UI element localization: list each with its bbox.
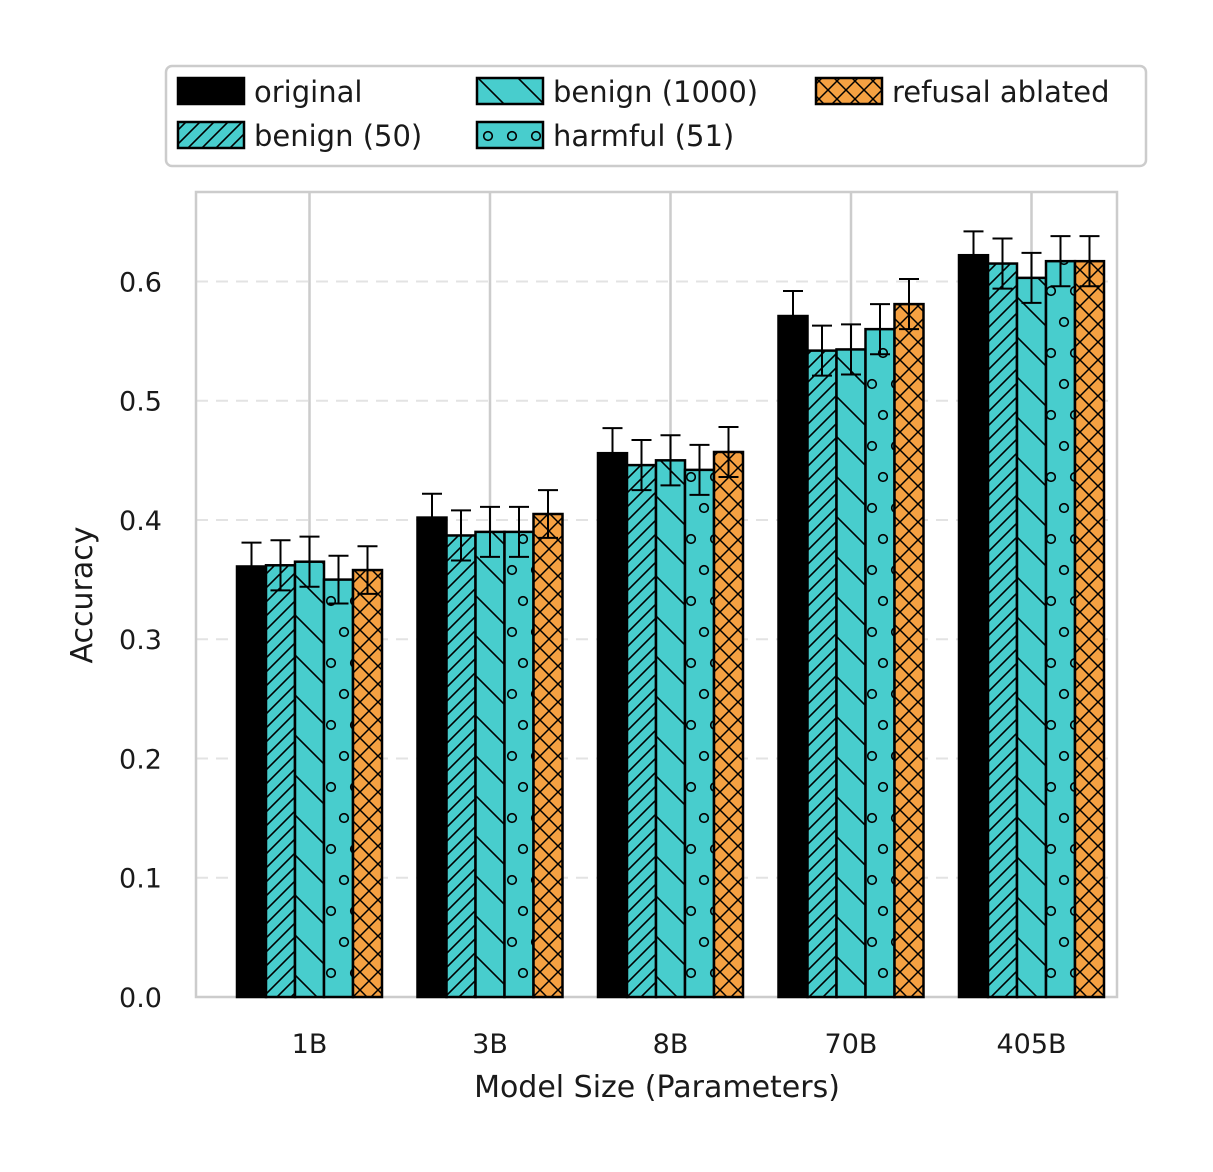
bar-pattern xyxy=(865,329,895,997)
y-tick-label: 0.1 xyxy=(119,864,162,895)
bar-original-1b xyxy=(237,566,266,997)
bars xyxy=(235,253,1106,999)
legend-swatch-pattern xyxy=(477,78,543,104)
bar-original-8b xyxy=(598,453,627,998)
x-tick-label: 405B xyxy=(996,1029,1066,1060)
bar-pattern xyxy=(504,531,534,997)
bar-pattern xyxy=(1075,261,1104,997)
bar-pattern xyxy=(295,561,324,997)
x-tick-label: 1B xyxy=(292,1029,328,1060)
y-tick-label: 0.5 xyxy=(119,387,162,418)
y-tick-labels: 0.0 0.1 0.2 0.3 0.4 0.5 0.6 xyxy=(119,267,162,1014)
legend-label: original xyxy=(254,75,362,109)
bar-pattern xyxy=(1046,261,1075,997)
bar-pattern xyxy=(685,469,714,997)
bar-pattern xyxy=(627,465,656,997)
bar-original-405b xyxy=(959,255,988,998)
x-tick-label: 70B xyxy=(825,1029,878,1060)
y-tick-label: 0.0 xyxy=(119,983,162,1014)
bar-original-70b xyxy=(778,316,808,997)
x-tick-label: 3B xyxy=(472,1029,508,1060)
bar-pattern xyxy=(714,451,743,997)
legend-swatch-pattern xyxy=(178,122,244,148)
y-axis-label: Accuracy xyxy=(65,527,100,664)
y-tick-label: 0.2 xyxy=(119,744,162,775)
bar-pattern xyxy=(807,350,837,997)
legend-swatch-outline xyxy=(475,120,545,150)
legend-swatch-outline xyxy=(176,76,246,106)
bar-original-3b xyxy=(417,517,447,997)
bar-pattern xyxy=(266,565,295,997)
x-tick-labels: 1B 3B 8B 70B 405B xyxy=(292,1029,1067,1060)
bar-pattern xyxy=(353,570,382,997)
bar-pattern xyxy=(1017,277,1046,997)
bar-pattern xyxy=(656,460,685,997)
bar-pattern xyxy=(533,514,563,997)
legend: original benign (50) benign (1000) harmful … xyxy=(164,64,1148,168)
x-axis-label: Model Size (Parameters) xyxy=(474,1070,840,1105)
legend-box xyxy=(164,64,1148,168)
legend-label: refusal ablated xyxy=(892,75,1110,109)
legend-swatch-pattern xyxy=(477,122,543,148)
legend-swatch-outline xyxy=(475,76,545,106)
legend-swatch-outline xyxy=(814,76,884,106)
bar-pattern xyxy=(324,579,353,997)
bar-pattern xyxy=(894,304,924,997)
legend-label: benign (1000) xyxy=(553,75,758,109)
legend-swatch-outline xyxy=(176,120,246,150)
legend-swatch xyxy=(178,78,244,104)
bar-pattern xyxy=(988,263,1017,997)
bar-pattern xyxy=(475,531,505,997)
error-bars xyxy=(241,230,1100,605)
bar-pattern xyxy=(446,535,476,997)
y-tick-label: 0.3 xyxy=(119,625,162,656)
y-tick-label: 0.4 xyxy=(119,506,162,537)
legend-label: harmful (51) xyxy=(553,119,734,153)
bar-pattern xyxy=(836,349,866,997)
legend-label: benign (50) xyxy=(254,119,422,153)
y-tick-label: 0.6 xyxy=(119,267,162,298)
x-tick-label: 8B xyxy=(653,1029,689,1060)
legend-swatch-pattern xyxy=(816,78,882,104)
